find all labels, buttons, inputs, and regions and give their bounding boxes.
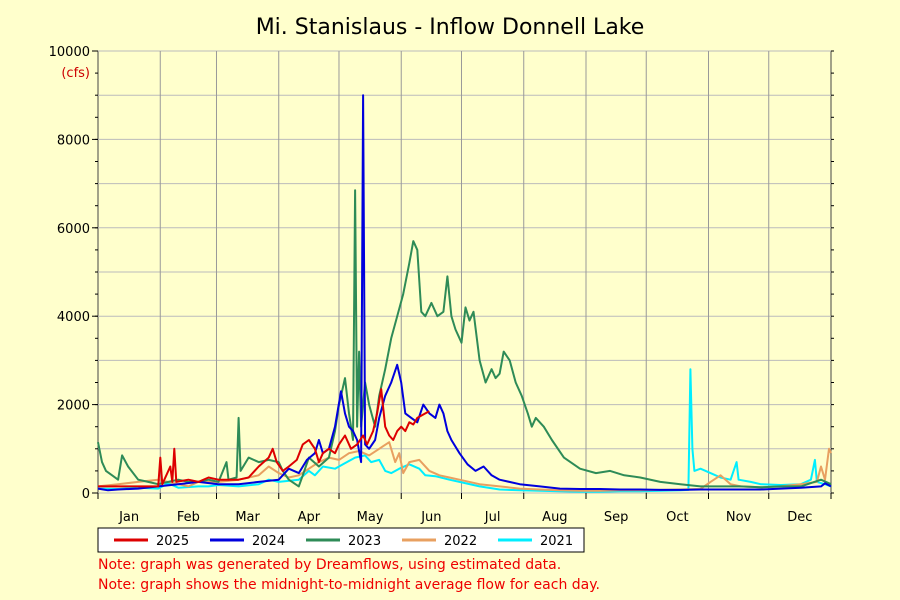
x-tick-label: Feb [177,510,200,525]
x-tick-label: Apr [298,510,321,525]
series-line-2021 [97,368,832,493]
x-tick-label: May [357,510,384,525]
y-tick-label: 2000 [57,399,90,414]
y-axis-unit-label: (cfs) [61,66,90,81]
legend-label-2021: 2021 [540,534,573,549]
series-lines [97,94,832,493]
series-line-2025 [98,388,430,488]
y-tick-label: 4000 [57,310,90,325]
series-line-2023 [97,189,832,489]
x-tick-label: Dec [787,510,812,525]
x-tick-label: Jan [118,510,139,525]
axes: Jan Feb Mar Apr May Jun Jul Aug Sep Oct Nov Dec 0 200… [49,45,834,525]
note-daily-average: Note: graph shows the midnight-to-midnig… [98,577,600,593]
y-tick-label: 8000 [57,133,90,148]
x-tick-label: Mar [235,510,260,525]
x-tick-label: Jun [420,510,441,525]
series-line-2022 [97,441,832,492]
x-tick-label: Sep [604,510,629,525]
y-tick-label: 6000 [57,222,90,237]
x-tick-label: Aug [542,510,567,525]
y-tick-label: 0 [82,487,90,502]
legend-label-2025: 2025 [156,534,189,549]
note-estimated-data: Note: graph was generated by Dreamflows,… [98,557,562,573]
series-line-2024 [97,94,832,492]
legend-label-2024: 2024 [252,534,285,549]
legend-label-2023: 2023 [348,534,381,549]
x-tick-label: Nov [726,510,752,525]
chart-title: Mi. Stanislaus - Inflow Donnell Lake [256,15,645,40]
grid-lines [97,50,832,494]
legend: 2025 2024 2023 2022 2021 [97,527,585,553]
x-tick-label: Jul [484,510,501,525]
legend-label-2022: 2022 [444,534,477,549]
y-tick-label: 10000 [49,45,90,60]
x-tick-label: Oct [666,510,688,525]
